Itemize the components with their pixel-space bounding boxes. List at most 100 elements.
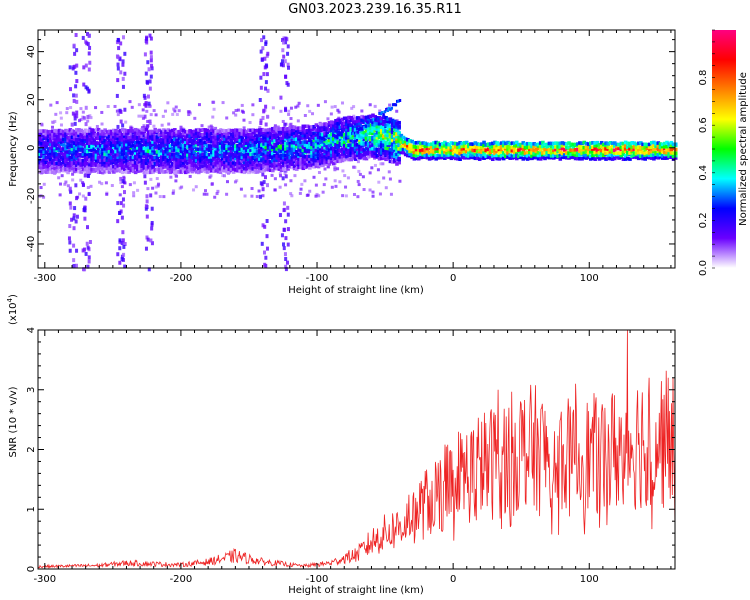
- spectrogram-cell: [290, 143, 295, 148]
- spectrogram-cell: [251, 128, 256, 132]
- spectrogram-cell: [259, 181, 263, 186]
- spectrogram-cell: [286, 167, 290, 171]
- spectrogram-cell: [196, 166, 201, 171]
- spectrogram-cell: [81, 147, 86, 152]
- spectrogram-cell: [131, 129, 136, 133]
- spectrogram-cell: [545, 142, 550, 147]
- spectrogram-cell: [53, 119, 57, 123]
- spectrogram-cell: [157, 167, 162, 171]
- spectrogram-cell: [203, 155, 208, 159]
- spectrogram-cell: [183, 129, 188, 134]
- spectrogram-cell: [207, 169, 212, 173]
- spectrogram-cell: [123, 71, 127, 76]
- spectrogram-cell: [259, 118, 263, 123]
- spectrogram-cell: [105, 147, 110, 151]
- spectrogram-cell: [83, 157, 88, 162]
- spectrogram-cell: [421, 148, 425, 152]
- spectrogram-cell: [223, 146, 227, 150]
- spectrogram-cell: [119, 70, 123, 75]
- spectrogram-cell: [144, 151, 149, 156]
- spectrogram-cell: [508, 153, 512, 158]
- spectrogram-cell: [249, 148, 253, 152]
- spectrogram-cell: [109, 141, 114, 145]
- spectrogram-cell: [284, 131, 288, 136]
- spectrogram-cell: [284, 153, 288, 158]
- spectrogram-cell: [220, 149, 225, 153]
- spectrogram-cell: [379, 133, 384, 138]
- spectrogram-cell: [277, 149, 282, 154]
- spectrogram-cell: [312, 124, 316, 129]
- spectrogram-cell: [381, 111, 384, 115]
- spectrogram-cell: [358, 144, 362, 149]
- spectrogram-cell: [266, 161, 271, 166]
- spectrogram-cell: [40, 143, 44, 148]
- spectrogram-cell: [656, 149, 661, 154]
- spectrogram-cell: [349, 146, 354, 150]
- spectrogram-cell: [143, 174, 147, 179]
- spectrogram-cell: [336, 159, 340, 164]
- spectrogram-cell: [223, 148, 227, 152]
- spectrogram-cell: [131, 166, 136, 171]
- spectrogram-cell: [299, 187, 303, 191]
- spectrogram-cell: [371, 194, 375, 198]
- spectrogram-cell: [266, 155, 271, 160]
- spectrogram-cell: [85, 164, 90, 168]
- spectrogram-cell: [639, 149, 643, 154]
- spectrogram-cell: [410, 144, 414, 149]
- spectrogram-cell: [207, 152, 212, 157]
- spectrogram-cell: [323, 131, 327, 136]
- spectrogram-cell: [155, 162, 160, 167]
- spectrogram-cell: [532, 144, 536, 149]
- spectrogram-cell: [332, 137, 336, 141]
- spectrogram-cell: [167, 122, 171, 126]
- spectrogram-cell: [112, 134, 116, 139]
- spectrogram-cell: [467, 154, 471, 158]
- spectrogram-cell: [480, 145, 484, 150]
- spectrogram-cell: [231, 128, 236, 133]
- spectrogram-cell: [144, 145, 149, 150]
- spectrogram-cell: [107, 146, 112, 151]
- spectrogram-cell: [90, 144, 94, 149]
- spectrogram-cell: [225, 144, 229, 149]
- spectrogram-cell: [231, 146, 236, 151]
- spectrogram-cell: [395, 99, 399, 103]
- spectrogram-cell: [486, 147, 491, 152]
- spectrogram-cell: [377, 121, 382, 126]
- spectrogram-cell: [538, 141, 543, 145]
- spectrogram-cell: [310, 157, 314, 162]
- spectrogram-cell: [364, 128, 369, 133]
- spectrogram-cell: [141, 108, 145, 112]
- spectrogram-cell: [51, 148, 55, 153]
- spectrogram-cell: [580, 156, 584, 161]
- spectrogram-cell: [617, 156, 621, 160]
- spectrogram-cell: [379, 142, 384, 147]
- spectrogram-cell: [82, 82, 86, 87]
- spectrogram-cell: [71, 178, 75, 182]
- spectrogram-cell: [225, 180, 229, 184]
- spectrogram-cell: [358, 121, 362, 126]
- spectrogram-cell: [94, 160, 99, 165]
- spectrogram-cell: [493, 148, 497, 153]
- spectrogram-cell: [177, 169, 181, 174]
- spectrogram-cell: [332, 157, 336, 161]
- spectrogram-cell: [532, 151, 536, 155]
- spectrogram-cell: [229, 161, 234, 165]
- spectrogram-cell: [234, 137, 238, 142]
- spectrogram-cell: [290, 157, 295, 162]
- spectrogram-cell: [177, 152, 181, 157]
- spectrogram-cell: [645, 150, 650, 155]
- spectrogram-cell: [48, 159, 53, 164]
- spectrogram-cell: [83, 149, 88, 153]
- spectrogram-cell: [260, 143, 264, 147]
- spectrogram-cell: [366, 117, 371, 121]
- spectrogram-cell: [216, 129, 221, 133]
- spectrogram-cell: [318, 149, 323, 153]
- spectrogram-cell: [223, 134, 227, 138]
- spectrogram-cell: [284, 236, 288, 241]
- spectrogram-cell: [207, 134, 212, 139]
- spectrogram-cell: [140, 147, 144, 152]
- spectrogram-cell: [145, 109, 149, 113]
- spectrogram-cell: [107, 149, 112, 154]
- spectrogram-cell: [116, 164, 120, 168]
- spectrogram-cell: [68, 138, 73, 142]
